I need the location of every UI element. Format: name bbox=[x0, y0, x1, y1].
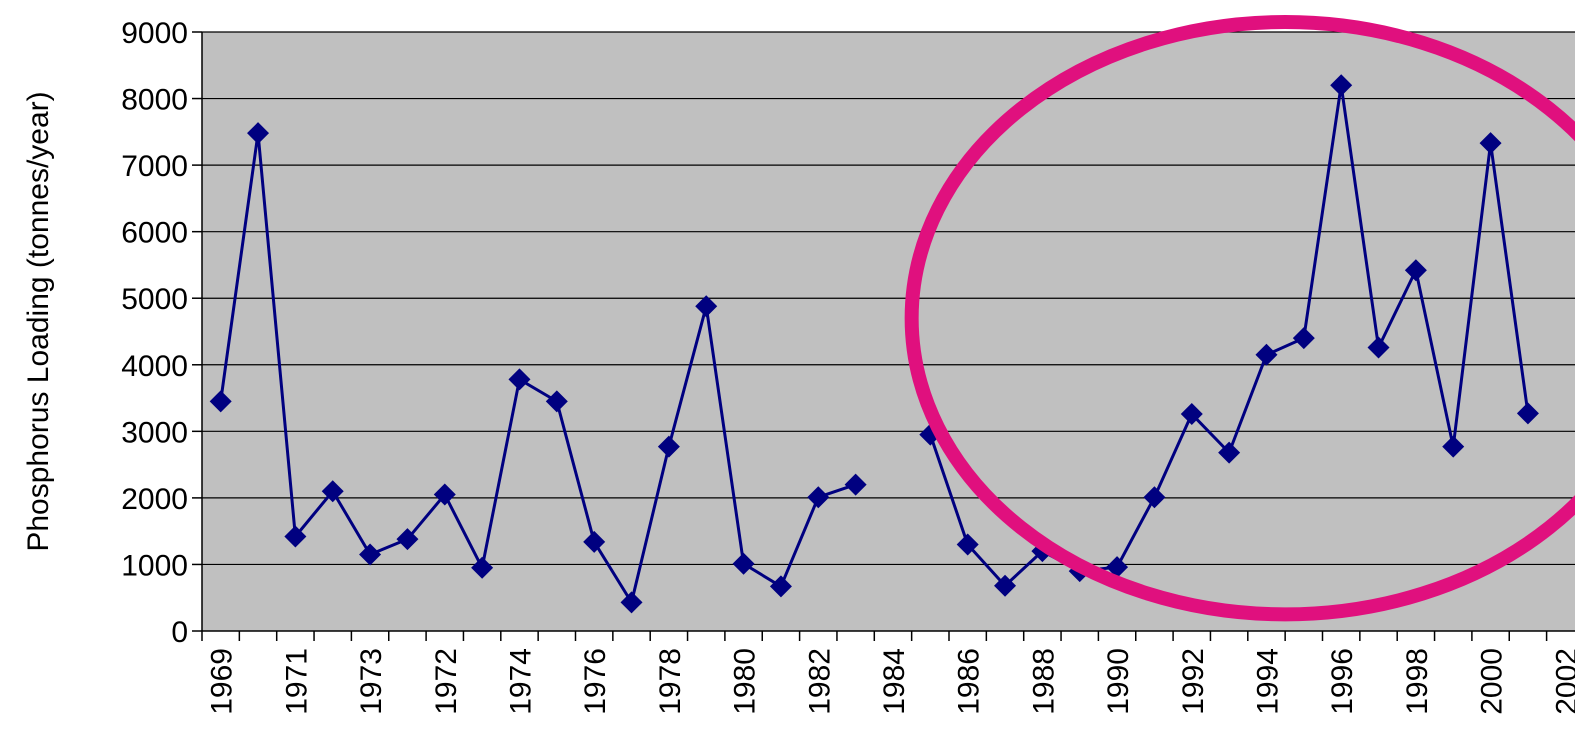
data-point bbox=[1218, 441, 1241, 464]
data-point bbox=[433, 483, 456, 506]
x-tick-label: 1984 bbox=[878, 648, 911, 715]
data-point bbox=[695, 295, 718, 318]
series bbox=[209, 74, 1539, 614]
data-point bbox=[321, 480, 344, 503]
x-tick-label: 1976 bbox=[579, 648, 612, 715]
data-point bbox=[1106, 556, 1129, 579]
data-point bbox=[359, 543, 382, 566]
x-tick-label: 1971 bbox=[280, 648, 313, 715]
data-point bbox=[844, 473, 867, 496]
data-point bbox=[1367, 336, 1390, 359]
data-point bbox=[247, 122, 270, 145]
x-tick-label: 2002 bbox=[1550, 648, 1575, 715]
x-tick-label: 1973 bbox=[355, 648, 388, 715]
data-point bbox=[1292, 327, 1315, 350]
y-tick-label: 1000 bbox=[121, 549, 188, 582]
data-point bbox=[807, 486, 830, 509]
y-tick-label: 9000 bbox=[121, 17, 188, 50]
x-tick-label: 1990 bbox=[1102, 648, 1135, 715]
x-tick-label: 1994 bbox=[1251, 648, 1284, 715]
y-tick-label: 4000 bbox=[121, 350, 188, 383]
y-tick-label: 7000 bbox=[121, 150, 188, 183]
y-axis-title: Phosphorus Loading (tonnes/year) bbox=[22, 91, 55, 551]
data-point bbox=[471, 556, 494, 579]
data-point bbox=[1143, 486, 1166, 509]
x-tick-label: 1978 bbox=[654, 648, 687, 715]
data-point bbox=[545, 390, 568, 413]
data-point bbox=[1442, 435, 1465, 458]
data-point bbox=[583, 530, 606, 553]
data-point bbox=[1479, 132, 1502, 155]
y-tick-label: 2000 bbox=[121, 483, 188, 516]
x-tick-label: 1996 bbox=[1326, 648, 1359, 715]
data-point bbox=[769, 575, 792, 598]
x-tick-label: 2000 bbox=[1476, 648, 1509, 715]
x-tick-label: 1980 bbox=[729, 648, 762, 715]
y-tick-label: 3000 bbox=[121, 416, 188, 449]
data-point bbox=[1330, 74, 1353, 97]
data-point bbox=[994, 574, 1017, 597]
x-tick-label: 1992 bbox=[1177, 648, 1210, 715]
x-tick-label: 1972 bbox=[430, 648, 463, 715]
x-tick-label: 1986 bbox=[953, 648, 986, 715]
data-point bbox=[1180, 403, 1203, 426]
x-tick-labels: 1969 1971 1973 1972 1974 1976 1978 1980 1982 1984… bbox=[206, 648, 1575, 715]
x-tick-label: 1969 bbox=[206, 648, 239, 715]
annotations bbox=[904, 15, 1575, 622]
x-tick-label: 1974 bbox=[504, 648, 537, 715]
y-tick-label: 6000 bbox=[121, 217, 188, 250]
x-tick-label: 1998 bbox=[1401, 648, 1434, 715]
data-point bbox=[284, 525, 307, 548]
data-point bbox=[732, 552, 755, 575]
x-tick-label: 1982 bbox=[803, 648, 836, 715]
axes bbox=[192, 31, 1575, 641]
y-tick-label: 0 bbox=[171, 616, 188, 649]
data-point bbox=[657, 435, 680, 458]
y-tick-labels: 0 1000 2000 3000 4000 5000 6000 7000 8000 9000 bbox=[121, 17, 188, 649]
data-point bbox=[620, 591, 643, 614]
x-tick-label: 1988 bbox=[1027, 648, 1060, 715]
data-point bbox=[1516, 402, 1539, 425]
data-point bbox=[956, 533, 979, 556]
data-point bbox=[1255, 343, 1278, 366]
data-point bbox=[1404, 259, 1427, 282]
y-tick-label: 5000 bbox=[121, 283, 188, 316]
data-point bbox=[508, 368, 531, 391]
data-point bbox=[209, 390, 232, 413]
y-tick-label: 8000 bbox=[121, 84, 188, 117]
highlight-ellipse bbox=[904, 15, 1575, 622]
plot-area bbox=[201, 31, 1575, 632]
data-point bbox=[396, 528, 419, 551]
